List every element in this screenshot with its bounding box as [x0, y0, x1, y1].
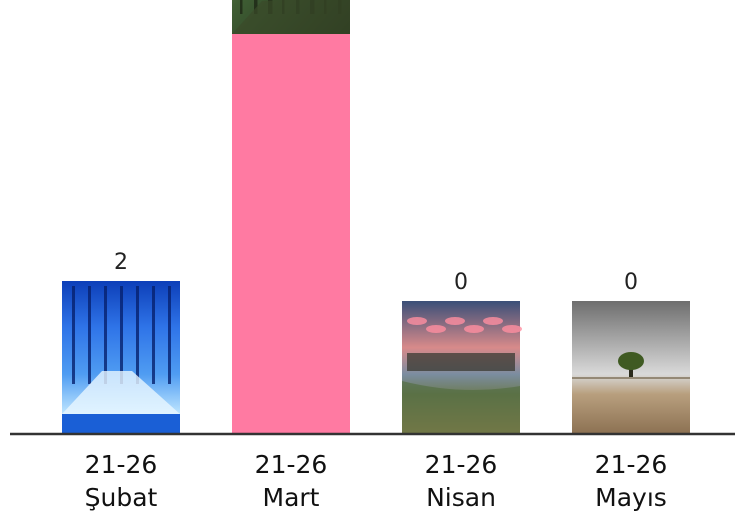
snowy-forest-photo: [62, 281, 180, 414]
bar-1: [62, 414, 180, 434]
value-label-4: 0: [624, 270, 638, 295]
category-label-1: 21-26 Şubat: [85, 450, 158, 512]
lone-tree-field-photo: [572, 301, 690, 434]
bar-2: [232, 34, 350, 434]
green-forest-photo: [232, 0, 350, 34]
category-label-3: 21-26 Nisan: [425, 450, 498, 512]
value-label-3: 0: [454, 270, 468, 295]
horse-herd-plain-photo: [402, 301, 522, 434]
category-label-4: 21-26 Mayıs: [595, 450, 668, 512]
value-label-1: 2: [114, 250, 128, 275]
category-label-2: 21-26 Mart: [255, 450, 328, 512]
